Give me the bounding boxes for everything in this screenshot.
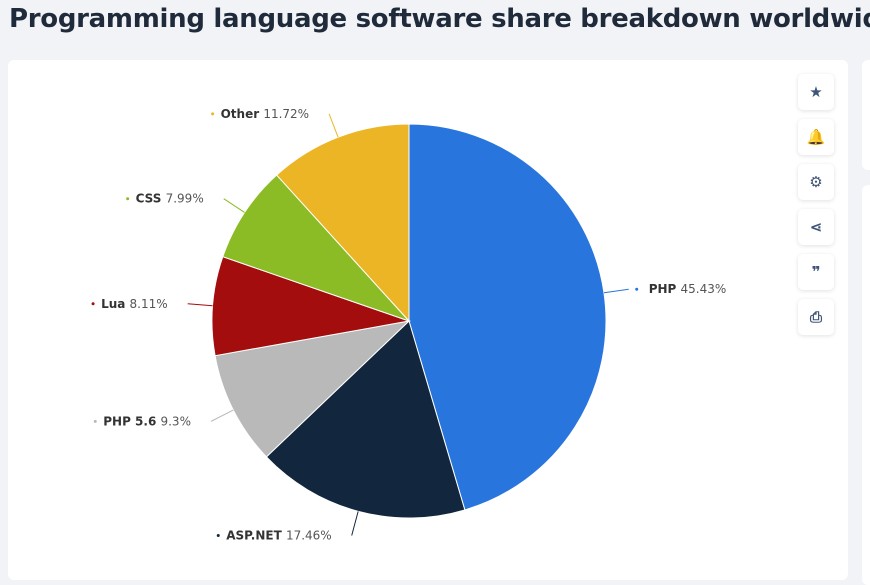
connector-line (328, 113, 339, 138)
label-dot (93, 419, 97, 423)
connector-line (210, 409, 234, 422)
connector-line (351, 511, 359, 536)
star-button[interactable]: ★ (798, 74, 834, 110)
connector-line (603, 288, 629, 294)
gear-button[interactable]: ⚙ (798, 164, 834, 200)
pie-chart: PHP 45.43% ASP.NET 17.46% PHP 5.6 9.3% Lua … (91, 107, 727, 542)
share-button[interactable]: ⋖ (798, 209, 834, 245)
data-label: CSS 7.99% (136, 192, 204, 206)
pie-slice-css[interactable] (222, 174, 410, 322)
star-icon: ★ (809, 83, 823, 101)
pie-slice-php[interactable] (408, 123, 607, 511)
quote-button[interactable]: ❞ (798, 254, 834, 290)
label-dot (216, 533, 220, 537)
data-label: PHP 45.43% (649, 282, 727, 296)
side-panel (862, 185, 870, 585)
data-label: ASP.NET 17.46% (226, 528, 331, 542)
connector-line (223, 198, 245, 213)
label-dot (635, 287, 639, 291)
label-dot (91, 302, 95, 306)
page-title: Programming language software share brea… (9, 4, 870, 34)
share-icon: ⋖ (809, 218, 823, 236)
label-dot (126, 197, 130, 201)
data-label: PHP 5.6 9.3% (103, 414, 191, 428)
bell-icon: 🔔 (806, 128, 826, 146)
print-icon: ⎙ (809, 308, 822, 326)
gear-icon: ⚙ (809, 173, 823, 191)
pie-slice-asp-net[interactable] (265, 320, 466, 519)
bell-button[interactable]: 🔔 (798, 119, 834, 155)
print-button[interactable]: ⎙ (798, 299, 834, 335)
label-dot (211, 112, 215, 116)
side-panel (862, 60, 870, 170)
data-label: Other 11.72% (221, 107, 309, 121)
data-label: Lua 8.11% (101, 297, 168, 311)
pie-slice-lua[interactable] (211, 256, 411, 357)
quote-icon: ❞ (811, 263, 821, 281)
pie-slice-other[interactable] (275, 123, 410, 323)
toolbar: ★ 🔔 ⚙ ⋖ ❞ ⎙ (798, 74, 834, 344)
connector-line (187, 303, 213, 307)
